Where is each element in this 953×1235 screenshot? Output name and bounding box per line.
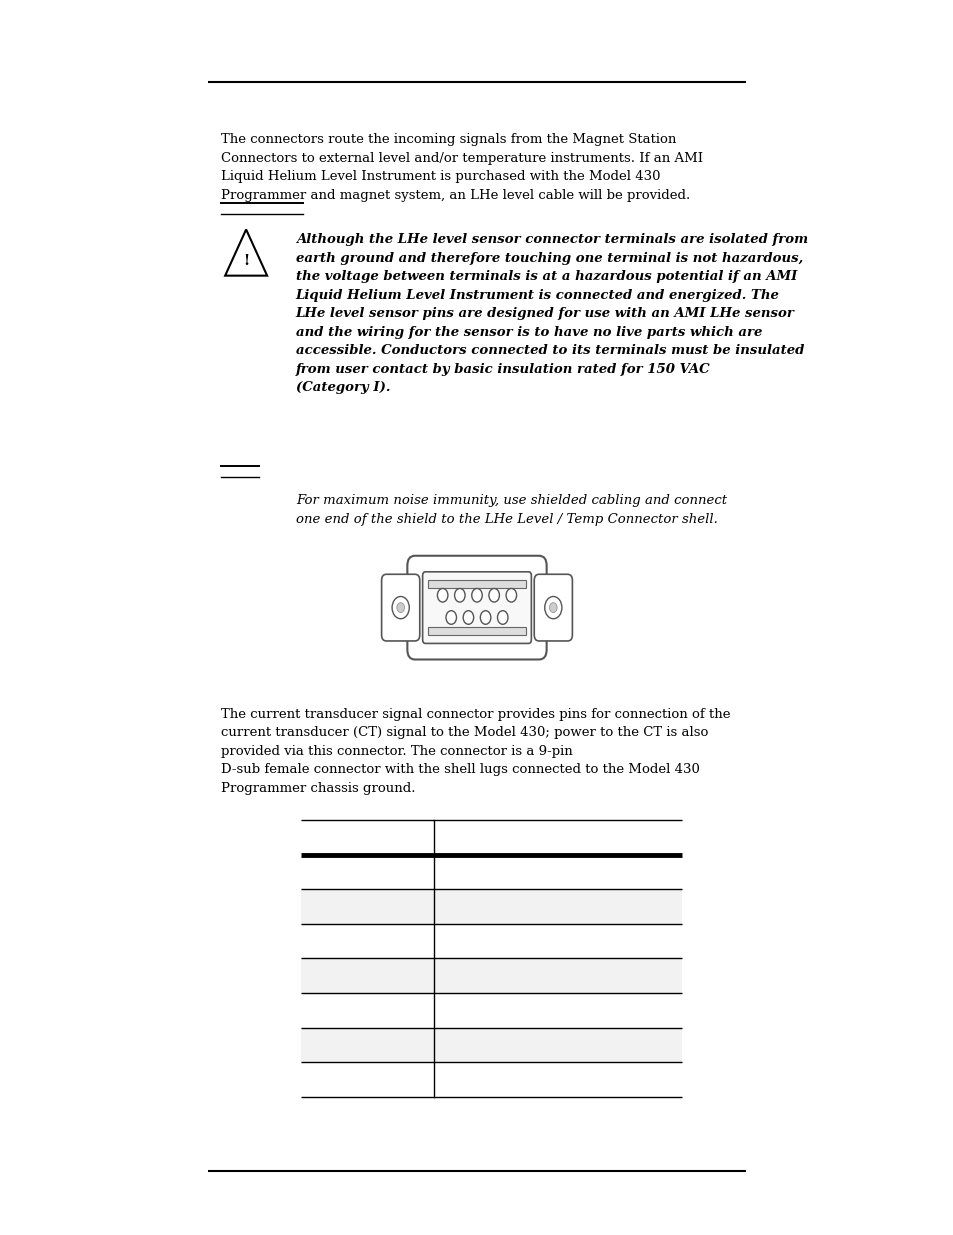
Bar <box>428 627 525 635</box>
Text: Although the LHe level sensor connector terminals are isolated from
earth ground: Although the LHe level sensor connector … <box>295 233 807 394</box>
Circle shape <box>445 611 456 625</box>
Circle shape <box>392 597 409 619</box>
Bar <box>428 580 525 588</box>
Circle shape <box>454 589 465 603</box>
Bar <box>300 1062 681 1097</box>
Text: !: ! <box>243 253 249 268</box>
Circle shape <box>544 597 561 619</box>
Bar <box>300 820 681 855</box>
Bar <box>300 855 681 889</box>
FancyBboxPatch shape <box>534 574 572 641</box>
Bar <box>300 958 681 993</box>
Text: The current transducer signal connector provides pins for connection of the
curr: The current transducer signal connector … <box>221 708 730 794</box>
Bar <box>300 1028 681 1062</box>
Bar <box>300 889 681 924</box>
Circle shape <box>396 603 404 613</box>
Text: For maximum noise immunity, use shielded cabling and connect
one end of the shie: For maximum noise immunity, use shielded… <box>295 494 726 526</box>
Circle shape <box>488 589 499 603</box>
Circle shape <box>479 611 490 625</box>
Circle shape <box>471 589 481 603</box>
FancyBboxPatch shape <box>381 574 419 641</box>
Circle shape <box>505 589 517 603</box>
Circle shape <box>436 589 448 603</box>
Circle shape <box>462 611 473 625</box>
Text: The connectors route the incoming signals from the Magnet Station
Connectors to : The connectors route the incoming signal… <box>221 133 702 201</box>
Bar <box>300 924 681 958</box>
FancyBboxPatch shape <box>422 572 531 643</box>
Circle shape <box>497 611 507 625</box>
Circle shape <box>549 603 557 613</box>
Bar <box>300 993 681 1028</box>
FancyBboxPatch shape <box>407 556 546 659</box>
